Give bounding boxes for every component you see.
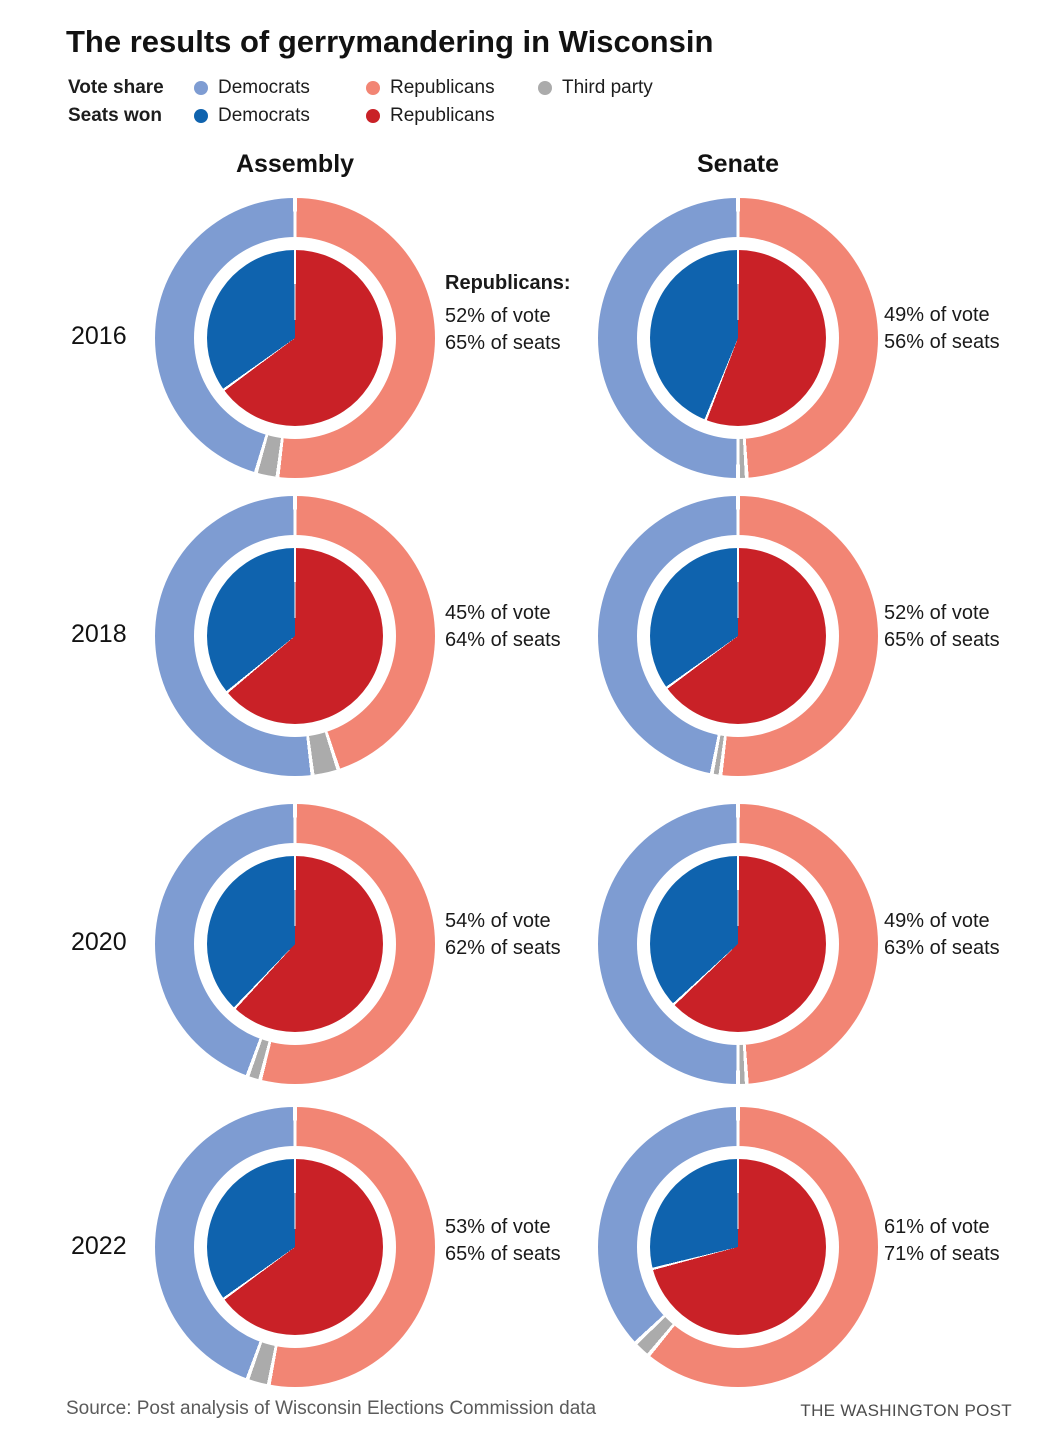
seat-democrats-dot-icon [194, 109, 208, 123]
year-label-2018: 2018 [71, 620, 127, 648]
donut-chart-2016-assembly [155, 198, 435, 478]
legend-item-seat-democrats: Democrats [194, 105, 366, 127]
annotation-seats-line: 62% of seats [445, 937, 561, 959]
legend-key-vote-share: Vote share [68, 77, 164, 98]
donut-chart-2022-assembly [155, 1107, 435, 1387]
legend-item-label: Republicans [390, 77, 495, 98]
column-header-senate: Senate [697, 150, 779, 178]
vote-republicans-dot-icon [366, 81, 380, 95]
legend-item-vote-republicans: Republicans [366, 77, 538, 99]
annotation-title: Republicans: [445, 272, 571, 294]
column-header-assembly: Assembly [235, 150, 355, 178]
donut-chart-2022-senate [598, 1107, 878, 1387]
seats-pie [207, 1159, 383, 1335]
third-party-dot-icon [538, 81, 552, 95]
legend-row-vote-share: Vote share Democrats Republicans Third p… [68, 74, 710, 102]
legend-row-seats-won: Seats won Democrats Republicans [68, 102, 710, 130]
annotation-seats-line: 64% of seats [445, 629, 561, 651]
seats-pie [207, 548, 383, 724]
seats-pie [650, 856, 826, 1032]
legend-item-label: Republicans [390, 105, 495, 126]
donut-chart-2020-senate [598, 804, 878, 1084]
seats-pie [650, 250, 826, 426]
legend-key-seats-won: Seats won [68, 105, 162, 126]
annotation-2022-assembly: 53% of vote 65% of seats [445, 1214, 561, 1268]
annotation-seats-line: 63% of seats [884, 937, 1000, 959]
seat-republicans-dot-icon [366, 109, 380, 123]
legend-item-label: Democrats [218, 105, 310, 126]
source-credit: Source: Post analysis of Wisconsin Elect… [66, 1398, 597, 1419]
annotation-seats-line: 65% of seats [445, 1243, 561, 1265]
annotation-2016-senate: 49% of vote 56% of seats [884, 302, 1000, 356]
annotation-vote-line: 54% of vote [445, 910, 551, 932]
annotation-seats-line: 71% of seats [884, 1243, 1000, 1265]
annotation-2018-senate: 52% of vote 65% of seats [884, 600, 1000, 654]
annotation-2020-senate: 49% of vote 63% of seats [884, 908, 1000, 962]
annotation-seats-line: 65% of seats [884, 629, 1000, 651]
annotation-vote-line: 53% of vote [445, 1216, 551, 1238]
annotation-2022-senate: 61% of vote 71% of seats [884, 1214, 1000, 1268]
annotation-2018-assembly: 45% of vote 64% of seats [445, 600, 561, 654]
seats-pie [650, 548, 826, 724]
year-label-2020: 2020 [71, 928, 127, 956]
legend-item-third-party: Third party [538, 77, 710, 99]
annotation-seats-line: 56% of seats [884, 331, 1000, 353]
seats-pie [207, 250, 383, 426]
legend-item-vote-democrats: Democrats [194, 77, 366, 99]
annotation-seats-line: 65% of seats [445, 332, 561, 354]
year-label-2022: 2022 [71, 1232, 127, 1260]
annotation-2016-assembly: Republicans: 52% of vote 65% of seats [445, 270, 571, 357]
page-title: The results of gerrymandering in Wiscons… [66, 24, 714, 59]
publisher-credit: THE WASHINGTON POST [800, 1401, 1012, 1420]
donut-chart-2018-senate [598, 496, 878, 776]
vote-democrats-dot-icon [194, 81, 208, 95]
seats-pie [650, 1159, 826, 1335]
seats-pie [207, 856, 383, 1032]
annotation-vote-line: 52% of vote [884, 602, 990, 624]
annotation-vote-line: 49% of vote [884, 910, 990, 932]
donut-chart-2018-assembly [155, 496, 435, 776]
legend: Vote share Democrats Republicans Third p… [68, 74, 710, 130]
legend-item-label: Democrats [218, 77, 310, 98]
year-label-2016: 2016 [71, 322, 127, 350]
annotation-2020-assembly: 54% of vote 62% of seats [445, 908, 561, 962]
donut-chart-2020-assembly [155, 804, 435, 1084]
annotation-vote-line: 61% of vote [884, 1216, 990, 1238]
annotation-vote-line: 49% of vote [884, 304, 990, 326]
legend-item-seat-republicans: Republicans [366, 105, 538, 127]
legend-item-label: Third party [562, 77, 653, 98]
annotation-vote-line: 45% of vote [445, 602, 551, 624]
donut-chart-2016-senate [598, 198, 878, 478]
annotation-vote-line: 52% of vote [445, 305, 551, 327]
